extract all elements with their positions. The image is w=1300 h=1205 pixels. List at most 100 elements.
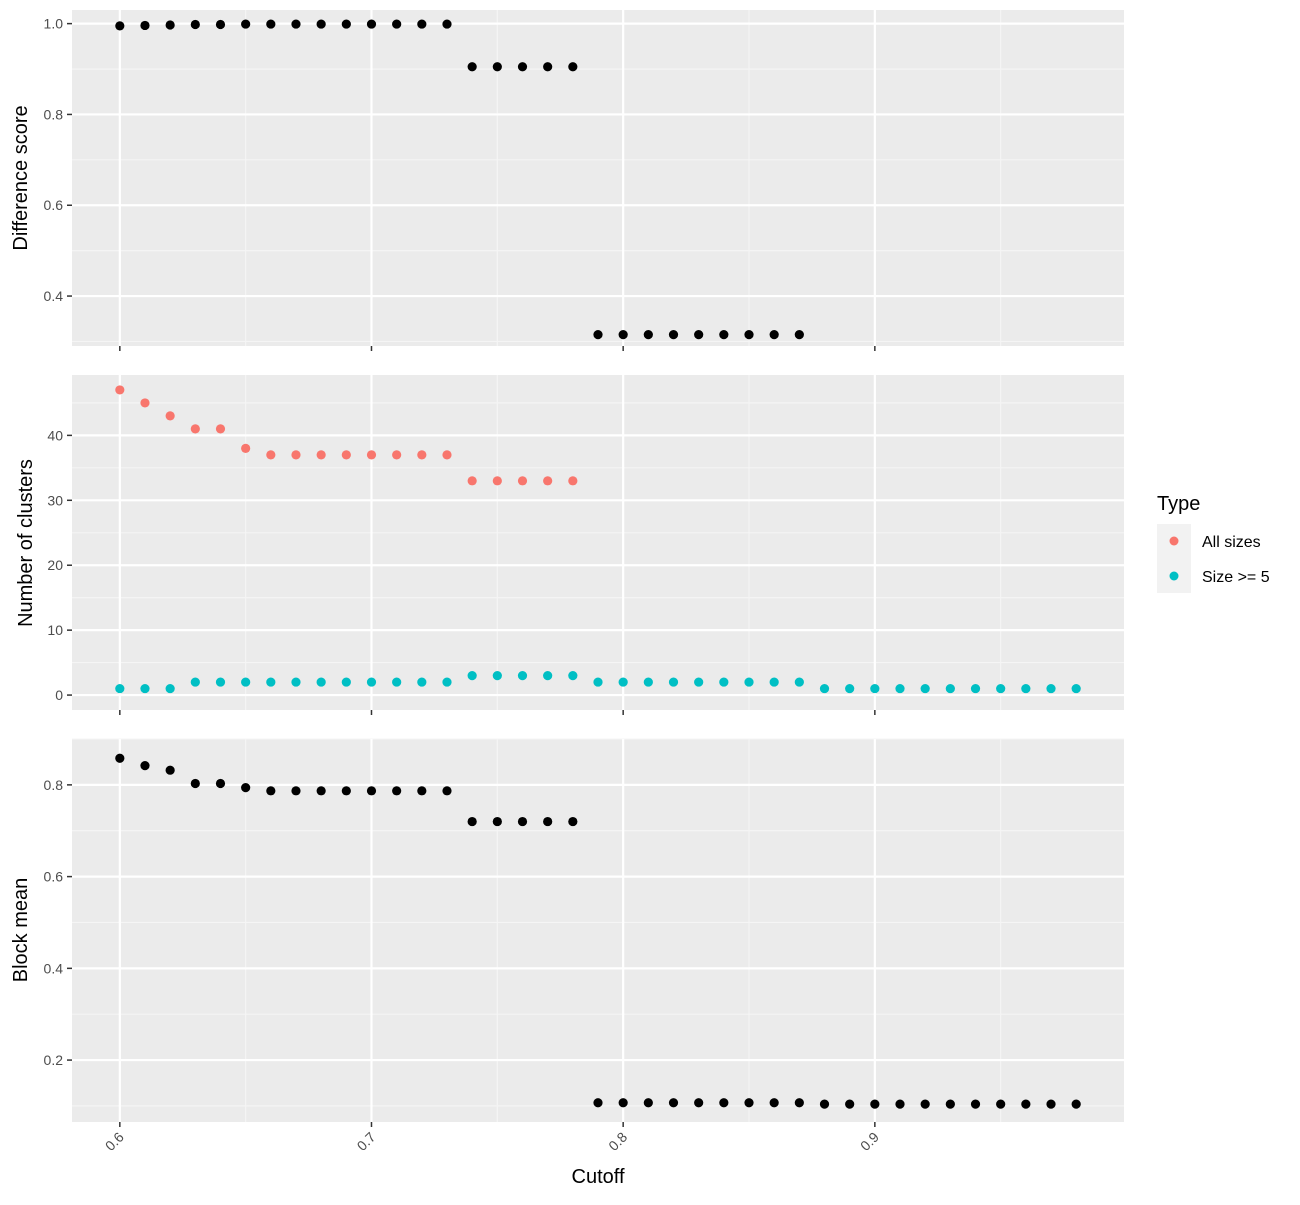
data-point-difference-score-series: [694, 330, 704, 340]
data-point-number-of-clusters-size-5: [140, 683, 150, 694]
data-point-block-mean-series: [190, 778, 200, 789]
data-point-number-of-clusters-size-5: [1046, 683, 1056, 694]
data-point-number-of-clusters-all-sizes: [291, 450, 301, 460]
data-point-number-of-clusters-all-sizes: [442, 450, 452, 460]
data-point-number-of-clusters-size-5: [417, 677, 427, 687]
data-point-block-mean-series: [241, 783, 251, 793]
data-point-number-of-clusters-size-5: [895, 683, 905, 694]
data-point-block-mean-series: [442, 786, 452, 796]
data-point-number-of-clusters-all-sizes: [115, 385, 125, 395]
data-point-block-mean-series: [140, 761, 150, 771]
data-point-number-of-clusters-size-5: [996, 683, 1006, 694]
data-point-number-of-clusters-size-5: [190, 677, 200, 687]
data-point-difference-score-series: [719, 330, 729, 340]
y-axis-title-number-of-clusters: Number of clusters: [15, 459, 37, 627]
legend-key-size-ge-5: [1169, 571, 1179, 581]
panel-background-difference-score: [72, 10, 1124, 346]
data-point-number-of-clusters-all-sizes: [467, 476, 477, 486]
data-point-difference-score-series: [668, 330, 679, 340]
data-point-block-mean-series: [618, 1098, 628, 1108]
y-tick-label-number-of-clusters: 40: [47, 427, 63, 443]
data-point-number-of-clusters-size-5: [266, 677, 276, 687]
data-point-block-mean-series: [392, 786, 402, 796]
data-point-number-of-clusters-size-5: [668, 677, 679, 687]
data-point-difference-score-series: [165, 20, 175, 30]
data-point-block-mean-series: [744, 1098, 754, 1108]
data-point-number-of-clusters-size-5: [1021, 683, 1031, 694]
data-point-block-mean-series: [1071, 1099, 1081, 1109]
y-tick-label-number-of-clusters: 10: [47, 622, 63, 638]
data-point-block-mean-series: [945, 1099, 955, 1109]
y-tick-label-number-of-clusters: 20: [47, 557, 63, 573]
data-point-number-of-clusters-all-sizes: [215, 424, 226, 434]
data-point-block-mean-series: [165, 765, 175, 775]
data-point-block-mean-series: [115, 753, 125, 763]
data-point-number-of-clusters-size-5: [241, 677, 251, 687]
data-point-number-of-clusters-size-5: [492, 670, 502, 681]
data-point-block-mean-series: [845, 1099, 855, 1109]
data-point-number-of-clusters-size-5: [643, 677, 653, 687]
data-point-number-of-clusters-size-5: [794, 677, 804, 687]
data-point-number-of-clusters-all-sizes: [543, 476, 553, 486]
data-point-difference-score-series: [417, 19, 427, 29]
data-point-difference-score-series: [769, 330, 779, 340]
data-point-difference-score-series: [467, 62, 477, 72]
data-point-number-of-clusters-all-sizes: [266, 450, 276, 460]
data-point-difference-score-series: [568, 62, 578, 72]
legend-key-all-sizes: [1169, 536, 1179, 546]
data-point-number-of-clusters-size-5: [543, 670, 553, 681]
data-point-number-of-clusters-size-5: [945, 683, 955, 694]
data-point-number-of-clusters-size-5: [392, 677, 402, 687]
data-point-difference-score-series: [140, 20, 150, 31]
data-point-block-mean-series: [366, 786, 377, 796]
data-point-number-of-clusters-all-sizes: [568, 476, 578, 486]
data-point-number-of-clusters-size-5: [845, 683, 855, 694]
data-point-block-mean-series: [568, 816, 578, 827]
data-point-number-of-clusters-size-5: [467, 670, 477, 681]
data-point-block-mean-series: [417, 786, 427, 796]
legend-label-size-ge-5: Size >= 5: [1202, 569, 1270, 586]
data-point-number-of-clusters-size-5: [593, 677, 603, 687]
data-point-number-of-clusters-size-5: [316, 677, 326, 687]
data-point-block-mean-series: [492, 816, 502, 827]
y-tick-label-block-mean: 0.2: [44, 1052, 64, 1068]
data-point-difference-score-series: [517, 62, 528, 72]
data-point-number-of-clusters-size-5: [870, 683, 880, 694]
data-point-difference-score-series: [543, 62, 553, 72]
point-layer: [115, 19, 1081, 1109]
data-point-number-of-clusters-all-sizes: [492, 476, 502, 486]
data-point-number-of-clusters-size-5: [920, 683, 930, 694]
data-point-difference-score-series: [643, 330, 653, 340]
data-point-block-mean-series: [517, 816, 528, 827]
data-point-block-mean-series: [694, 1098, 704, 1108]
data-point-difference-score-series: [366, 19, 377, 29]
data-point-difference-score-series: [618, 330, 628, 340]
data-point-block-mean-series: [970, 1099, 981, 1109]
y-axis-title-difference-score: Difference score: [10, 105, 32, 250]
data-point-number-of-clusters-all-sizes: [392, 450, 402, 460]
data-point-number-of-clusters-size-5: [744, 677, 754, 687]
data-point-block-mean-series: [593, 1098, 603, 1108]
data-point-block-mean-series: [668, 1098, 679, 1108]
data-point-difference-score-series: [442, 19, 452, 29]
data-point-difference-score-series: [215, 19, 226, 30]
data-point-difference-score-series: [392, 19, 402, 29]
data-point-block-mean-series: [895, 1099, 905, 1109]
data-point-number-of-clusters-size-5: [1071, 683, 1081, 694]
data-point-number-of-clusters-all-sizes: [517, 476, 528, 486]
panel-background-block-mean: [72, 739, 1124, 1122]
y-tick-label-block-mean: 0.4: [44, 960, 64, 976]
data-point-block-mean-series: [996, 1099, 1006, 1109]
data-point-number-of-clusters-all-sizes: [140, 398, 150, 408]
data-point-block-mean-series: [1046, 1099, 1056, 1109]
data-point-block-mean-series: [719, 1098, 729, 1108]
panel-background-number-of-clusters: [72, 375, 1124, 710]
data-point-number-of-clusters-size-5: [819, 683, 830, 694]
data-point-number-of-clusters-all-sizes: [190, 424, 200, 434]
data-point-number-of-clusters-size-5: [115, 683, 125, 694]
data-point-block-mean-series: [1021, 1099, 1031, 1109]
data-point-number-of-clusters-all-sizes: [165, 411, 175, 421]
data-point-block-mean-series: [794, 1098, 804, 1108]
